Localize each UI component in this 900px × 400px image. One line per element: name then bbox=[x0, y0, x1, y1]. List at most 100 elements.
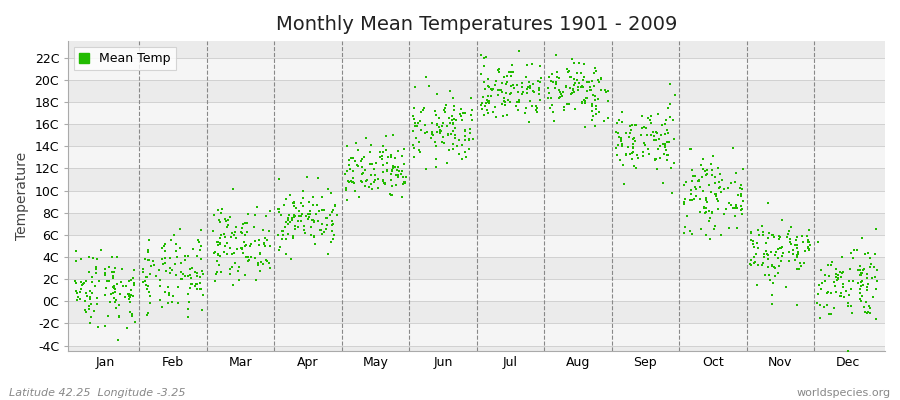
Point bbox=[541, 84, 555, 91]
Point bbox=[285, 216, 300, 223]
Point bbox=[775, 216, 789, 223]
Point bbox=[458, 133, 473, 140]
Point bbox=[641, 146, 655, 152]
Point bbox=[626, 144, 640, 150]
Point bbox=[243, 254, 257, 260]
Point bbox=[127, 281, 141, 288]
Point bbox=[523, 98, 537, 104]
Point bbox=[689, 186, 704, 192]
Point bbox=[778, 284, 793, 290]
Point bbox=[412, 146, 427, 153]
Point bbox=[870, 277, 885, 284]
Point bbox=[704, 160, 718, 167]
Point bbox=[751, 262, 765, 268]
Point bbox=[477, 54, 491, 61]
Point bbox=[383, 192, 398, 198]
Point bbox=[126, 293, 140, 300]
Point bbox=[193, 280, 207, 286]
Point bbox=[296, 188, 310, 194]
Point bbox=[635, 153, 650, 160]
Point bbox=[813, 315, 827, 321]
Point bbox=[359, 135, 374, 142]
Point bbox=[832, 292, 847, 299]
Point bbox=[562, 68, 576, 74]
Point bbox=[861, 250, 876, 256]
Point bbox=[562, 85, 577, 92]
Point bbox=[820, 302, 834, 308]
Point bbox=[75, 282, 89, 288]
Point bbox=[257, 241, 272, 247]
Point bbox=[495, 101, 509, 107]
Point bbox=[97, 323, 112, 329]
Point bbox=[614, 138, 628, 144]
Point bbox=[257, 243, 272, 249]
Point bbox=[346, 154, 360, 161]
Point bbox=[650, 130, 664, 136]
Point bbox=[752, 232, 766, 238]
Point bbox=[212, 219, 227, 225]
Point bbox=[386, 163, 400, 169]
Point bbox=[863, 264, 878, 270]
Point bbox=[591, 79, 606, 85]
Point bbox=[325, 209, 339, 215]
Point bbox=[262, 228, 276, 234]
Point bbox=[139, 282, 153, 288]
Point bbox=[786, 247, 800, 253]
Point bbox=[802, 226, 816, 233]
Point bbox=[824, 290, 838, 296]
Point bbox=[287, 203, 302, 209]
Point bbox=[544, 78, 558, 84]
Point bbox=[342, 162, 356, 168]
Point bbox=[735, 198, 750, 204]
Point bbox=[375, 176, 390, 183]
Point bbox=[142, 288, 157, 295]
Point bbox=[831, 272, 845, 278]
Point bbox=[836, 284, 850, 290]
Point bbox=[257, 235, 272, 242]
Point bbox=[454, 156, 469, 162]
Point bbox=[212, 253, 227, 259]
Point bbox=[581, 78, 596, 85]
Point bbox=[109, 297, 123, 303]
Point bbox=[543, 105, 557, 112]
Point bbox=[562, 101, 576, 108]
Point bbox=[229, 223, 243, 230]
Point bbox=[486, 109, 500, 115]
Point bbox=[183, 272, 197, 278]
Point bbox=[860, 281, 875, 288]
Point bbox=[339, 185, 354, 192]
Point bbox=[684, 187, 698, 193]
Point bbox=[107, 294, 122, 301]
Point bbox=[339, 143, 354, 149]
Point bbox=[656, 141, 670, 147]
Point bbox=[842, 300, 856, 306]
Point bbox=[844, 286, 859, 292]
Point bbox=[696, 166, 710, 172]
Point bbox=[768, 252, 782, 258]
Point bbox=[728, 204, 742, 211]
Point bbox=[306, 202, 320, 209]
Point bbox=[750, 282, 764, 288]
Point bbox=[122, 291, 137, 297]
Point bbox=[383, 177, 398, 184]
Point bbox=[567, 82, 581, 88]
Point bbox=[793, 259, 807, 266]
Point bbox=[107, 286, 122, 292]
Point bbox=[742, 260, 757, 267]
Point bbox=[506, 81, 520, 88]
Point bbox=[122, 278, 136, 285]
Bar bbox=[68, 124, 885, 146]
Point bbox=[123, 294, 138, 300]
Point bbox=[425, 128, 439, 135]
Point bbox=[358, 166, 373, 173]
Point bbox=[339, 196, 354, 203]
Point bbox=[374, 154, 388, 160]
Point bbox=[829, 274, 843, 280]
Point bbox=[636, 124, 651, 130]
Point bbox=[192, 239, 206, 245]
Point bbox=[235, 244, 249, 251]
Point bbox=[418, 74, 433, 80]
Point bbox=[561, 69, 575, 75]
Point bbox=[622, 130, 636, 136]
Point bbox=[70, 290, 85, 296]
